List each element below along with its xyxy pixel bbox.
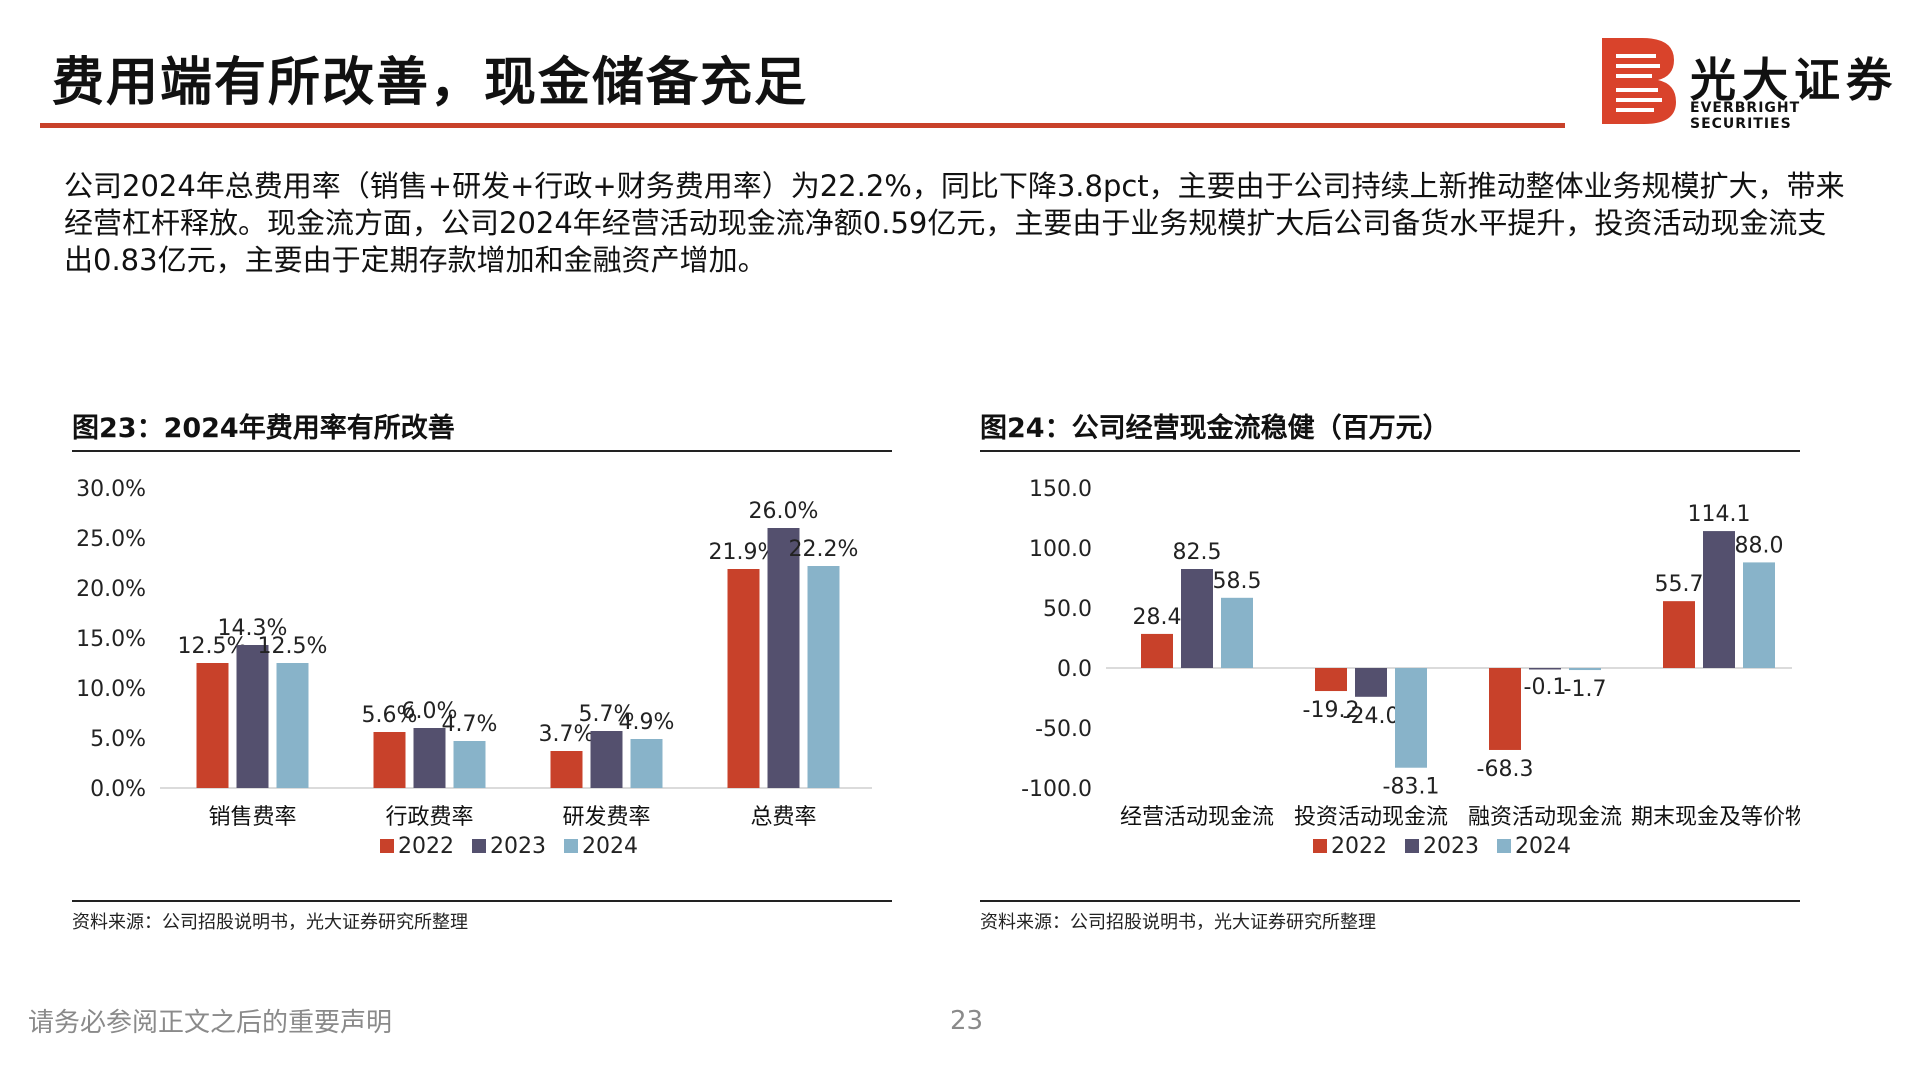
data-label: 26.0%	[749, 499, 819, 524]
bar-2024	[807, 566, 840, 788]
category-label: 总费率	[750, 805, 816, 830]
chart-title: 图24：公司经营现金流稳健（百万元）	[980, 410, 1800, 452]
logo-english-name: EVERBRIGHT SECURITIES	[1690, 100, 1801, 132]
chart-title: 图23：2024年费用率有所改善	[72, 410, 892, 452]
bar-2022	[1489, 668, 1521, 750]
bar-2022	[727, 569, 760, 788]
legend-label: 2023	[490, 834, 546, 859]
data-label: 14.3%	[218, 616, 288, 641]
bar-2023	[1355, 668, 1387, 697]
chart-source: 资料来源：公司招股说明书，光大证券研究所整理	[980, 900, 1800, 934]
title-underline	[40, 123, 1565, 128]
bar-2022	[196, 663, 229, 788]
bar-2023	[1181, 569, 1213, 668]
expense-ratio-chart: 0.0% 5.0% 10.0% 15.0% 20.0% 25.0% 30.0% 12.5%14…	[76, 477, 872, 859]
y-tick-label: 150.0	[1029, 477, 1092, 502]
data-label: 88.0	[1735, 533, 1784, 558]
brand-logo: 光大证券 EVERBRIGHT SECURITIES	[1598, 36, 1898, 132]
y-tick-label: 5.0%	[90, 727, 146, 752]
data-label: 12.5%	[178, 634, 248, 659]
category-label: 研发费率	[562, 805, 650, 830]
category-label: 期末现金及等价物	[1631, 805, 1800, 830]
y-tick-label: 15.0%	[76, 627, 146, 652]
legend-swatch-2022	[380, 839, 394, 853]
bar-2022	[1315, 668, 1347, 692]
bar-2024	[1569, 668, 1601, 671]
legend-label: 2024	[582, 834, 638, 859]
bar-2024	[276, 663, 309, 788]
chart-panel-cash-flow: 图24：公司经营现金流稳健（百万元） -100.0 -50.0 0.0 50.0 100…	[980, 410, 1800, 933]
bar-2022	[373, 732, 406, 788]
y-tick-label: 20.0%	[76, 577, 146, 602]
legend-swatch-2022	[1313, 839, 1327, 853]
data-label: 4.9%	[619, 710, 675, 735]
legend-swatch-2024	[1497, 839, 1511, 853]
legend-swatch-2023	[1405, 839, 1419, 853]
y-tick-label: 50.0	[1043, 597, 1092, 622]
logo-chinese-name: 光大证券	[1690, 53, 1898, 107]
legend-label: 2023	[1423, 834, 1479, 859]
category-label: 销售费率	[208, 805, 296, 830]
data-label: 4.7%	[442, 712, 498, 737]
data-label: 5.6%	[362, 703, 418, 728]
data-label: 114.1	[1688, 502, 1751, 527]
data-label: 6.0%	[402, 699, 458, 724]
category-label: 投资活动现金流	[1294, 805, 1448, 830]
bar-2024	[630, 739, 663, 788]
y-tick-label: 0.0	[1057, 657, 1092, 682]
chart-panel-expense-ratio: 图23：2024年费用率有所改善 0.0% 5.0% 10.0% 15.0% 20.0%…	[72, 410, 892, 933]
data-label: 28.4	[1133, 605, 1182, 630]
bar-2024	[1221, 597, 1253, 668]
data-label: 82.5	[1173, 540, 1222, 565]
bar-2024	[453, 741, 486, 788]
everbright-logo-icon	[1602, 38, 1676, 124]
data-label: 58.5	[1213, 569, 1262, 594]
bar-2023	[590, 731, 623, 788]
bar-2022	[550, 751, 583, 788]
cash-flow-chart: -100.0 -50.0 0.0 50.0 100.0 150.0 28.4 82.5 58.5…	[1021, 477, 1800, 859]
legend-label: 2022	[398, 834, 454, 859]
y-tick-label: 0.0%	[90, 777, 146, 802]
data-label: -24.0	[1343, 704, 1400, 729]
data-label: -83.1	[1383, 775, 1440, 800]
bar-2023	[413, 728, 446, 788]
y-tick-label: 10.0%	[76, 677, 146, 702]
category-label: 行政费率	[385, 805, 473, 830]
data-label: -68.3	[1477, 757, 1534, 782]
bar-2022	[1141, 633, 1173, 668]
data-label: -1.7	[1564, 677, 1607, 702]
data-label: 21.9%	[709, 540, 779, 565]
data-label: -19.2	[1303, 698, 1360, 723]
data-label: 55.7	[1655, 572, 1704, 597]
y-tick-label: 30.0%	[76, 477, 146, 502]
page-number: 23	[950, 1006, 984, 1036]
bar-2023	[767, 528, 800, 788]
data-label: 12.5%	[258, 634, 328, 659]
y-tick-label: -50.0	[1035, 717, 1092, 742]
bar-2022	[1663, 601, 1695, 668]
bar-2023	[236, 645, 269, 788]
legend-label: 2022	[1331, 834, 1387, 859]
legend-swatch-2023	[472, 839, 486, 853]
data-label: 22.2%	[789, 537, 859, 562]
y-tick-label: 25.0%	[76, 527, 146, 552]
bar-2023	[1529, 668, 1561, 670]
category-label: 经营活动现金流	[1120, 805, 1274, 830]
legend-swatch-2024	[564, 839, 578, 853]
page-title: 费用端有所改善，现金储备充足	[52, 53, 809, 113]
chart-source: 资料来源：公司招股说明书，光大证券研究所整理	[72, 900, 892, 934]
y-tick-label: -100.0	[1021, 777, 1092, 802]
disclaimer-note: 请务必参阅正文之后的重要声明	[28, 1008, 393, 1038]
bar-2023	[1703, 531, 1735, 668]
category-label: 融资活动现金流	[1468, 805, 1622, 830]
legend-label: 2024	[1515, 834, 1571, 859]
bar-2024	[1743, 562, 1775, 668]
bar-2024	[1395, 668, 1427, 768]
y-tick-label: 100.0	[1029, 537, 1092, 562]
data-label: 3.7%	[539, 722, 595, 747]
data-label: 5.7%	[579, 702, 635, 727]
intro-paragraph: 公司2024年总费用率（销售+研发+行政+财务费用率）为22.2%，同比下降3.…	[64, 169, 1845, 277]
data-label: -0.1	[1524, 675, 1567, 700]
